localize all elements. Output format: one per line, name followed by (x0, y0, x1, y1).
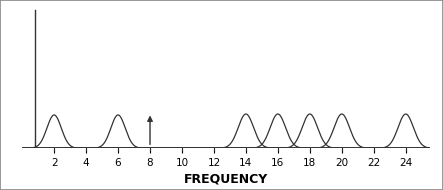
X-axis label: FREQUENCY: FREQUENCY (184, 172, 268, 185)
